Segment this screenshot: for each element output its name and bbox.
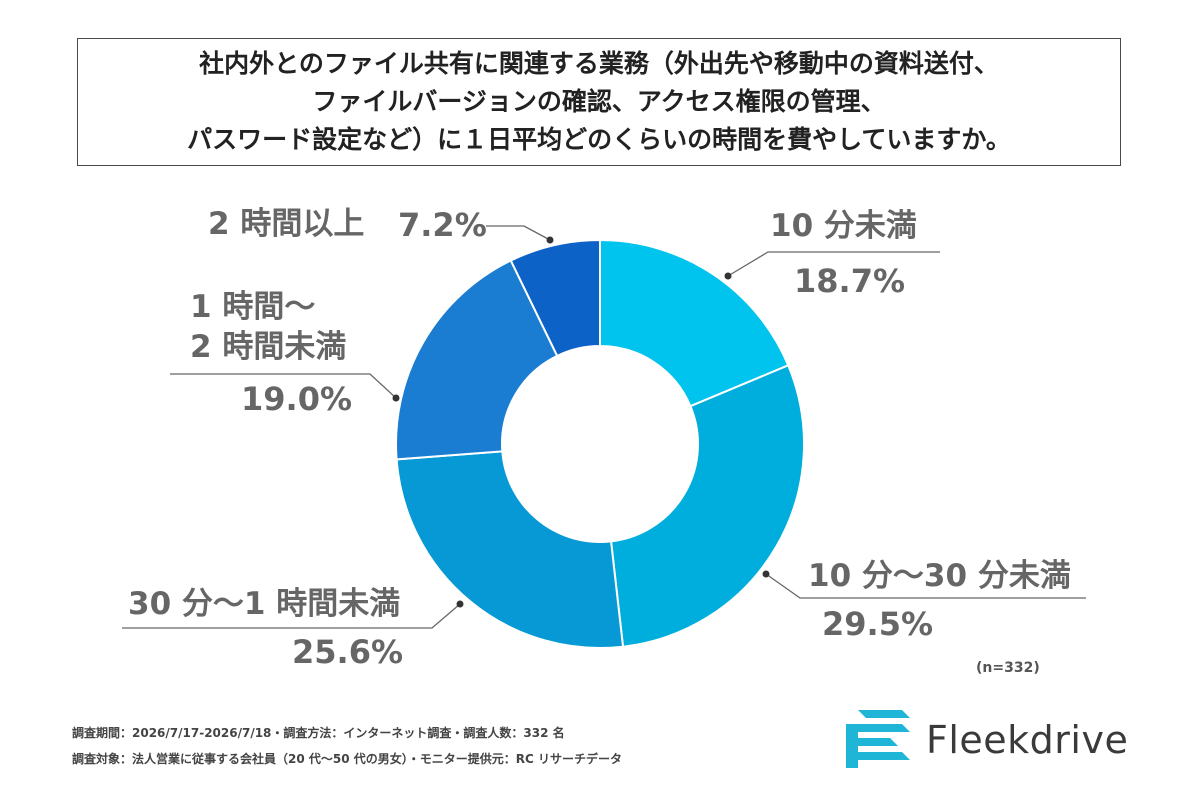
chart-title-line-1: 社内外とのファイル共有に関連する業務（外出先や移動中の資料送付、	[199, 49, 999, 78]
slice-value-1-2h: 19.0%	[241, 380, 353, 418]
leader-line-over-2h	[486, 225, 551, 241]
slice-label-30min-1h: 30 分～1 時間未満	[128, 586, 401, 622]
donut-slice-30min-1h	[395, 450, 625, 649]
donut-slice-under-10min	[599, 238, 790, 408]
leader-dot-1-2h	[392, 394, 400, 402]
leader-line-under-10min	[727, 251, 940, 277]
donut-slice-10-30min	[609, 364, 805, 648]
slice-label-under-10min: 10 分未満	[770, 208, 917, 244]
brand-name: Fleekdrive	[926, 718, 1129, 762]
survey-period-note: 調査期間：2026/7/17-2026/7/18・調査方法：インターネット調査・…	[72, 726, 565, 740]
fleekdrive-logo-icon	[846, 710, 910, 768]
leader-dot-over-2h	[546, 236, 554, 244]
leader-dot-under-10min	[724, 272, 732, 280]
donut-slice-over-2h	[509, 238, 601, 358]
brand-logo: Fleekdrive	[840, 706, 1140, 772]
leader-line-30min-1h	[122, 603, 461, 629]
chart-title-box: 社内外とのファイル共有に関連する業務（外出先や移動中の資料送付、 ファイルバージ…	[77, 38, 1121, 166]
sample-size-label: (n=332)	[976, 660, 1040, 676]
slice-value-10-30min: 29.5%	[822, 605, 934, 643]
chart-title-line-3: パスワード設定など）に１日平均どのくらいの時間を費やしていますか。	[187, 125, 1011, 154]
leader-dot-10-30min	[762, 570, 770, 578]
leader-line-10-30min	[765, 573, 1086, 599]
slice-label-1-2h: 1 時間～ 2 時間未満	[190, 289, 347, 365]
slice-value-over-2h: 7.2%	[398, 206, 487, 244]
leader-line-1-2h	[170, 373, 397, 399]
slice-value-under-10min: 18.7%	[794, 262, 906, 300]
survey-target-note: 調査対象：法人営業に従事する会社員（20 代～50 代の男女）・モニター提供元：…	[72, 752, 622, 766]
leader-dot-30min-1h	[456, 600, 464, 608]
chart-title-line-2: ファイルバージョンの確認、アクセス権限の管理、	[312, 87, 886, 116]
slice-label-10-30min: 10 分～30 分未満	[808, 558, 1071, 594]
donut-slice-1-2h	[395, 259, 559, 461]
slice-value-30min-1h: 25.6%	[292, 633, 404, 671]
slice-label-over-2h: 2 時間以上	[208, 206, 365, 242]
